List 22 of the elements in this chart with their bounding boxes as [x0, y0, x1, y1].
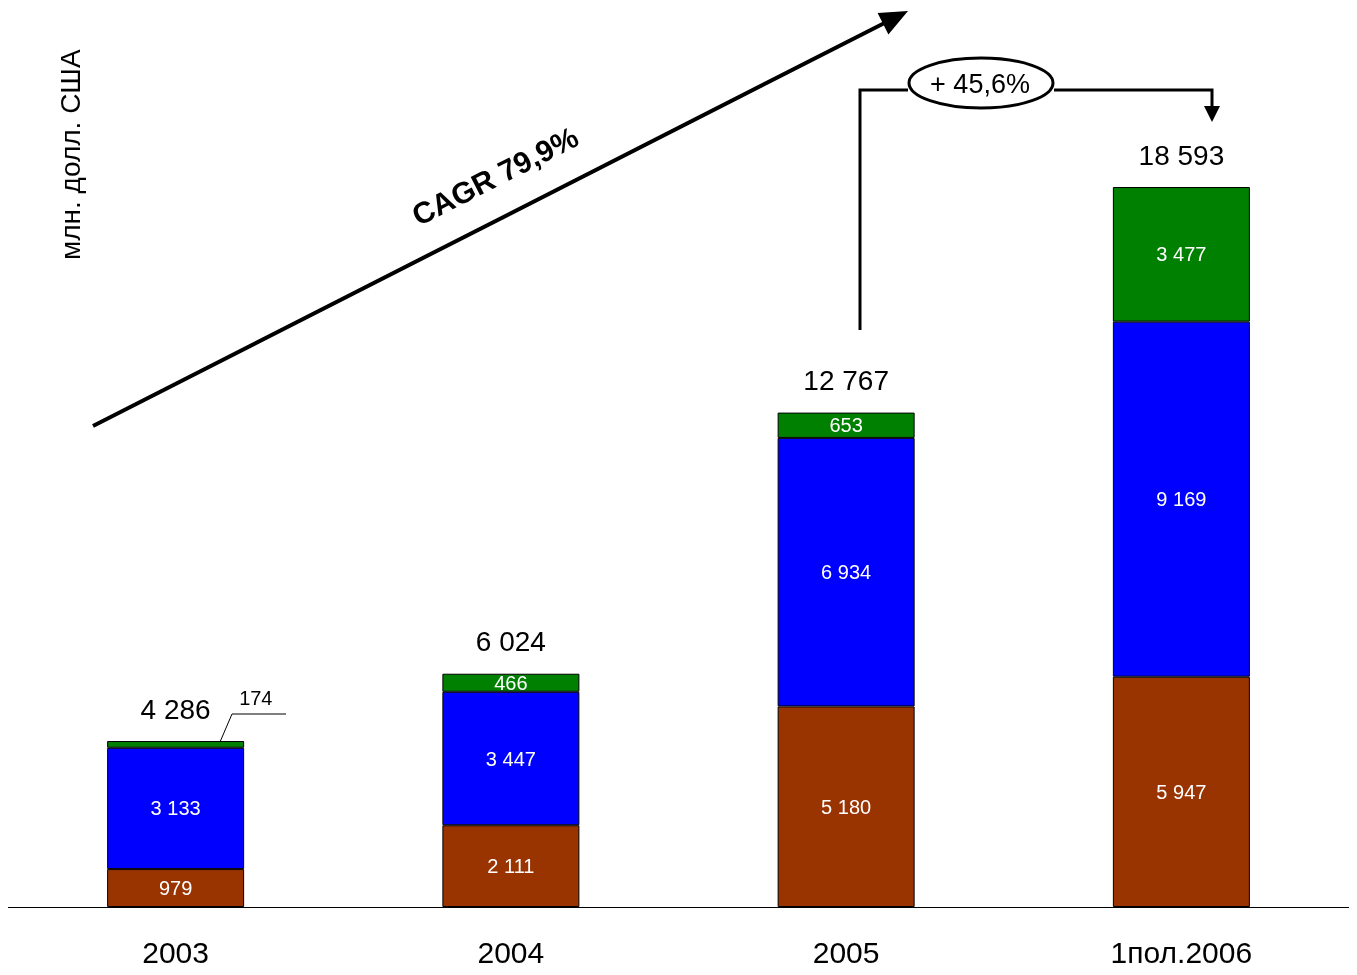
data-label: 3 447: [485, 747, 536, 770]
data-label: 3 477: [1156, 243, 1207, 266]
data-label: 979: [158, 877, 193, 900]
x-tick-label: 2003: [142, 935, 209, 969]
x-tick-label: 2005: [812, 935, 880, 969]
x-tick-label: 1пол.2006: [1110, 935, 1253, 969]
data-label: 6 934: [821, 561, 872, 584]
total-label: 6 024: [475, 626, 546, 658]
x-tick-label: 2004: [477, 935, 545, 969]
data-label: 5 180: [821, 795, 872, 818]
data-label: 174: [239, 687, 273, 710]
data-label: 2 111: [487, 855, 535, 878]
total-label: 12 767: [803, 365, 889, 397]
text: + 45,6%: [930, 69, 1030, 99]
data-label: 466: [494, 671, 528, 694]
data-label: 9 169: [1156, 488, 1207, 511]
data-label: 653: [829, 414, 863, 437]
data-label: 5 947: [1156, 780, 1207, 803]
data-label: 3 133: [150, 797, 201, 820]
y-axis-title: млн. долл. США: [54, 48, 86, 260]
total-label: 18 593: [1138, 139, 1225, 171]
total-label: 4 286: [140, 693, 211, 725]
